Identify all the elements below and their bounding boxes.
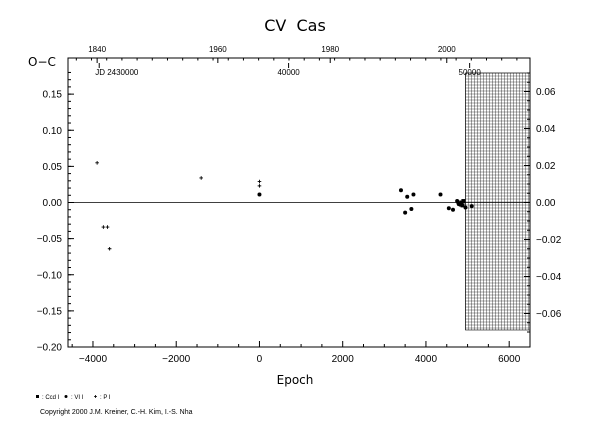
y-left-tick-label: −0.20 — [37, 343, 63, 354]
legend-entry-vi: : VI I — [71, 395, 84, 401]
y-left-tick-label: −0.05 — [37, 234, 63, 245]
top-year-label: 2000 — [438, 45, 456, 54]
y-left-tick-label: −0.15 — [37, 306, 63, 317]
point-vi — [403, 210, 408, 215]
hatch-border — [465, 72, 531, 331]
legend-entry-pl: : P I — [100, 395, 111, 401]
x-tick-label: 2000 — [332, 354, 355, 365]
axis-ticks: −4000 −2000 0 2000 4000 6000 0.15 0.10 0.05 0.00 −… — [37, 45, 562, 365]
point-vi — [438, 192, 443, 197]
point-vi — [257, 192, 262, 197]
point-vi — [446, 206, 451, 211]
point-ccd — [461, 199, 466, 204]
y-left-tick-label: 0.00 — [43, 198, 63, 209]
jd-tick-label: 50000 — [459, 68, 482, 77]
point-vi — [398, 188, 403, 193]
x-tick-label: −2000 — [162, 354, 191, 365]
point-vi — [451, 207, 455, 212]
point-pl — [105, 225, 110, 229]
jd-tick-label: 40000 — [277, 68, 300, 77]
y-axis-label: O−C — [28, 55, 56, 69]
y-left-tick-label: −0.10 — [37, 270, 63, 281]
legend-marker-ccd — [36, 395, 39, 398]
top-year-label: 1960 — [209, 45, 227, 54]
y-right-tick-label: −0.06 — [536, 309, 562, 320]
point-pl — [257, 179, 262, 184]
y-right-tick-label: −0.02 — [536, 235, 562, 246]
y-right-tick-label: 0.04 — [536, 124, 556, 135]
point-pl — [107, 246, 112, 251]
x-axis-label: Epoch — [277, 373, 314, 387]
y-left-tick-label: 0.15 — [43, 90, 63, 101]
y-right-tick-label: −0.04 — [536, 272, 562, 283]
legend: : Ccd I : VI I : P I — [36, 395, 111, 401]
data-points — [95, 160, 474, 251]
point-vi — [411, 192, 416, 197]
y-left-tick-label: 0.05 — [43, 162, 63, 173]
point-pl — [101, 225, 106, 229]
hatched-region — [465, 72, 531, 331]
point-vi — [469, 204, 474, 209]
legend-entry-ccd: : Ccd I — [42, 395, 60, 401]
y-right-tick-label: 0.00 — [536, 198, 556, 209]
legend-marker-pl — [94, 395, 97, 398]
legend-marker-vi — [64, 395, 68, 398]
point-pl — [257, 184, 262, 188]
x-tick-label: 0 — [257, 354, 263, 365]
x-tick-label: 4000 — [415, 354, 438, 365]
top-year-label: 1840 — [88, 45, 106, 54]
y-left-tick-label: 0.10 — [43, 126, 63, 137]
point-vi — [409, 207, 414, 212]
point-ccd — [460, 203, 465, 208]
y-right-tick-label: 0.06 — [536, 87, 556, 98]
x-tick-label: −4000 — [79, 354, 108, 365]
x-tick-label: 6000 — [498, 354, 521, 365]
top-year-label: 1980 — [321, 45, 339, 54]
chart-title: CV Cas — [264, 16, 326, 35]
point-vi — [405, 194, 410, 199]
jd-tick-label: JD 2430000 — [95, 68, 139, 77]
point-ccd — [459, 200, 464, 205]
point-pl — [95, 160, 99, 165]
point-vi — [463, 205, 468, 210]
y-right-tick-label: 0.02 — [536, 161, 556, 172]
copyright: Copyright 2000 J.M. Kreiner, C.-H. Kim, … — [40, 409, 193, 416]
point-pl — [199, 176, 203, 180]
point-vi — [458, 202, 463, 207]
